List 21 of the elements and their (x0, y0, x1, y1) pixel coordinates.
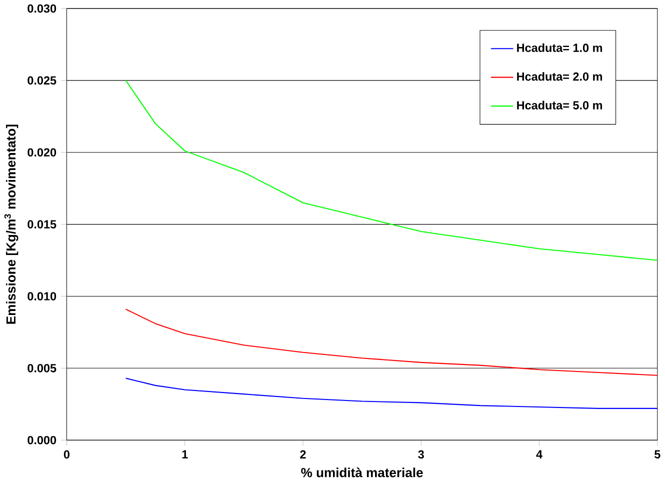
y-tick-label: 0.000 (28, 436, 56, 444)
x-tick-label: 5 (654, 450, 660, 459)
y-tick-label: 0.015 (28, 220, 56, 229)
y-tick-label: 0.020 (28, 148, 56, 157)
y-tick-label: 0.010 (28, 292, 56, 301)
line-series (125, 80, 658, 261)
legend-label: Hcaduta= 5.0 m (517, 101, 602, 110)
x-tick-label: 3 (418, 450, 424, 459)
line-series (125, 308, 658, 376)
legend-label: Hcaduta= 1.0 m (517, 44, 602, 52)
x-tick-label: 2 (300, 450, 306, 459)
line-series (125, 378, 658, 410)
x-tick-label: 4 (536, 450, 542, 459)
y-tick-label: 0.030 (28, 4, 56, 13)
x-tick-label: 1 (182, 450, 188, 459)
y-axis-title: Emissione [Kg/m$^{3}$ movimentato] (4, 124, 18, 324)
x-axis-title: % umidità materiale (301, 468, 423, 478)
legend-label: Hcaduta= 2.0 m (517, 72, 602, 81)
x-tick-label: 0 (64, 450, 70, 459)
y-tick-label: 0.025 (28, 76, 56, 85)
y-tick-label: 0.005 (28, 364, 56, 373)
